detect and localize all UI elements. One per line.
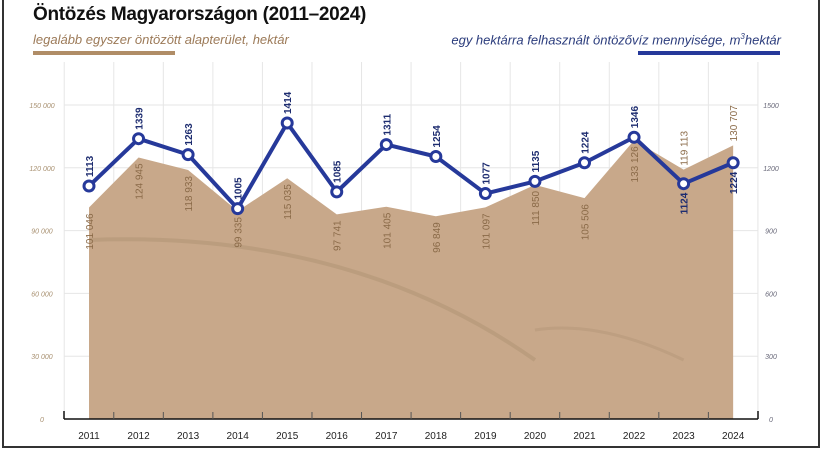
area-data-label: 101 046 [85,213,96,250]
irrigation-photo-decor [88,237,537,362]
line-point [132,132,146,146]
area-data-label: 124 945 [135,163,146,200]
line-point [528,174,542,188]
x-tick-label: 2015 [276,431,299,442]
y-left-tick-label: 60 000 [31,291,53,298]
x-tick-label: 2019 [474,431,497,442]
x-tick-label: 2024 [722,431,745,442]
x-tick-label: 2014 [227,431,250,442]
area-data-label: 133 126 [630,146,641,183]
legend-line-sup: 3 [740,32,745,41]
x-tick-label: 2012 [127,431,150,442]
y-left-tick-label: 90 000 [31,229,53,236]
line-data-label: 1346 [630,106,641,129]
line-point [478,187,492,201]
line-data-label: 1254 [432,125,443,148]
legend-line-swatch [638,51,780,55]
line-data-label: 1224 [729,171,740,194]
x-tick-label: 2023 [672,431,695,442]
chart-title: Öntözés Magyarországon (2011–2024) [33,4,366,25]
x-tick-label: 2016 [326,431,349,442]
line-point [280,116,294,130]
area-data-label: 96 849 [432,222,443,253]
area-data-label: 105 506 [581,204,592,241]
y-right-tick-label: 300 [765,354,777,361]
legend-line-label: egy hektárra felhasznált öntözővíz menny… [451,32,781,47]
area-data-label: 118 933 [184,176,195,212]
x-tick-label: 2011 [78,431,100,442]
y-right-tick-label: 1200 [763,166,779,173]
line-point [181,148,195,162]
line-point [231,202,245,216]
y-right-tick-label: 900 [765,229,777,236]
y-left-tick-label: 0 [40,417,44,424]
line-data-label: 1339 [135,107,146,130]
line-point [429,149,443,163]
y-right-tick-label: 1500 [763,103,779,110]
line-series [87,121,734,211]
line-data-label: 1311 [382,113,393,135]
legend-line-prefix: egy hektárra felhasznált öntözővíz menny… [451,32,741,48]
x-tick-label: 2022 [623,431,646,442]
y-left-tick-label: 30 000 [31,354,53,361]
line-data-label: 1113 [85,155,96,177]
line-data-label: 1263 [184,123,195,146]
area-data-label: 115 035 [283,184,294,220]
area-data-label: 101 405 [382,212,393,249]
area-data-label: 111 850 [531,190,542,225]
line-data-label: 1224 [581,131,592,154]
line-point [82,179,96,193]
line-data-label: 1124 [680,192,691,214]
irrigation-photo-decor [534,326,685,362]
x-tick-label: 2020 [524,431,547,442]
area-series [89,140,734,419]
x-tick-label: 2018 [425,431,448,442]
y-left-tick-label: 150 000 [29,103,54,110]
x-tick-label: 2021 [573,431,596,442]
y-left-tick-label: 120 000 [29,166,54,173]
line-data-label: 1077 [481,162,492,185]
line-point [330,185,344,199]
line-point [379,138,393,152]
line-point [677,177,691,191]
legend-line-suffix: hektár [744,32,781,48]
line-data-label: 1085 [333,160,344,183]
legend-area-label: legalább egyszer öntözött alapterület, h… [33,32,289,47]
area-data-label: 99 335 [234,217,245,248]
area-data-label: 101 097 [481,213,492,250]
x-tick-label: 2013 [177,431,200,442]
line-data-label: 1005 [234,177,245,200]
y-right-tick-label: 600 [765,291,777,298]
line-data-label: 1135 [531,150,542,172]
area-data-label: 130 707 [729,105,740,142]
area-data-label: 119 113 [680,131,691,166]
legend-area-swatch [33,51,175,55]
area-data-label: 97 741 [333,220,344,251]
y-right-tick-label: 0 [769,417,773,424]
x-tick-label: 2017 [375,431,398,442]
line-data-label: 1414 [283,91,294,114]
line-point [578,156,591,170]
line-point [627,130,641,144]
line-point [726,156,740,170]
